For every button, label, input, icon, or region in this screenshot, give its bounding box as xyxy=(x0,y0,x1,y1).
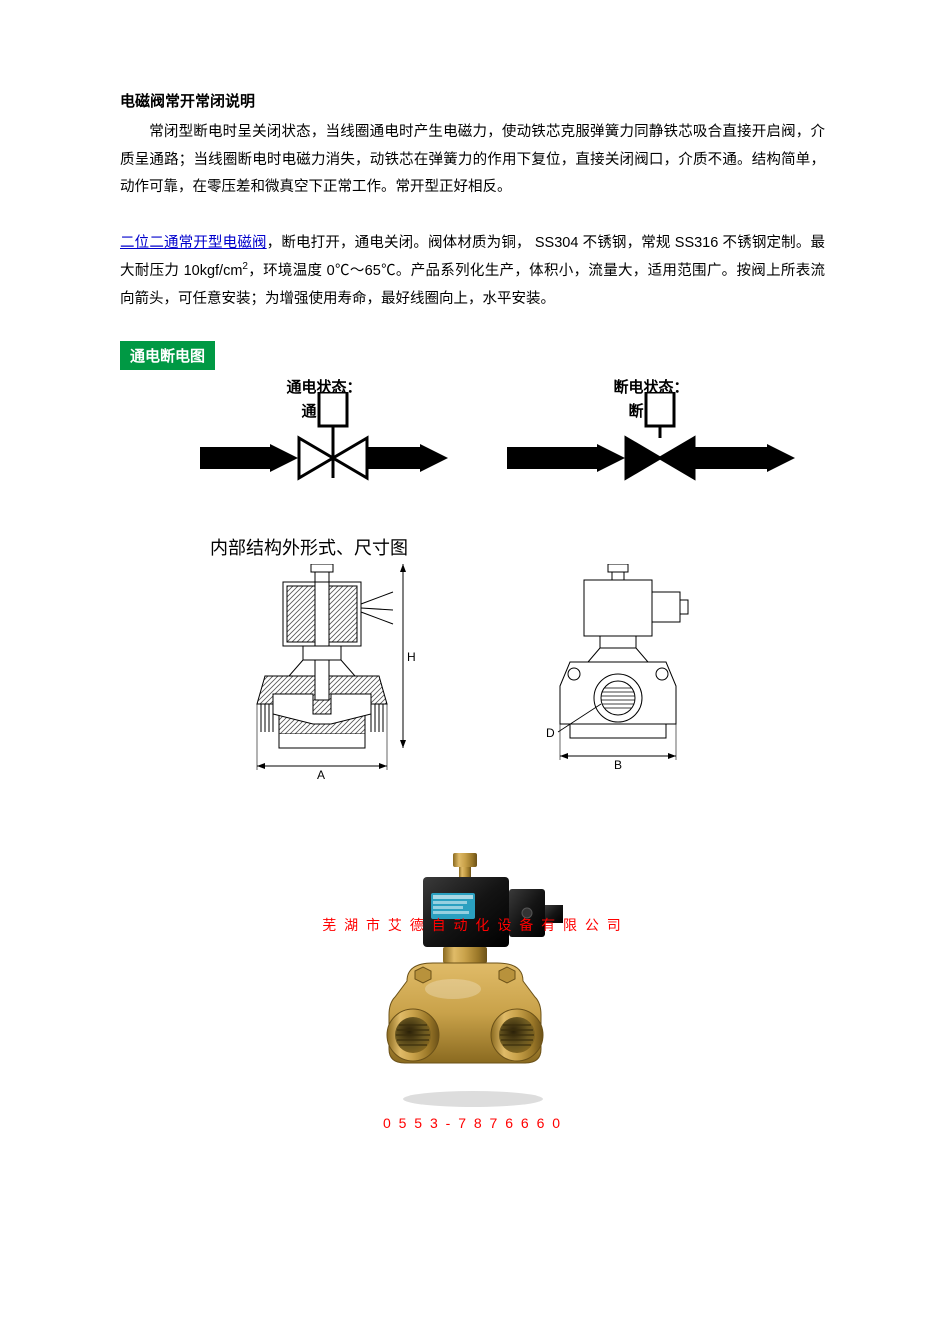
arrow-tail-icon xyxy=(507,447,597,469)
product-photo-block: 芜 湖 市 艾 德 自 动 化 设 备 有 限 公 司 0 5 5 3 - 7 … xyxy=(120,849,825,1131)
diagram-badge: 通电断电图 xyxy=(120,341,215,370)
dim-a-label: A xyxy=(317,768,325,782)
structure-outline: D B xyxy=(550,564,720,779)
dim-h-label: H xyxy=(407,650,416,664)
valve-symbol-closed xyxy=(200,432,448,484)
state-energized: 通电状态： 通电关 xyxy=(200,376,448,484)
valve-symbol-open xyxy=(507,432,795,484)
arrow-tail-icon xyxy=(695,447,767,469)
phone-number: 0 5 5 3 - 7 8 7 6 6 6 0 xyxy=(383,1115,562,1131)
structure-row: H A xyxy=(120,564,825,779)
structure-cross-section: H A xyxy=(225,564,420,779)
arrow-head-icon xyxy=(597,444,625,472)
watermark-text: 芜 湖 市 艾 德 自 动 化 设 备 有 限 公 司 xyxy=(303,915,643,935)
structure-title: 内部结构外形式、尺寸图 xyxy=(210,534,825,560)
state-deenergized: 断电状态： 断电开 xyxy=(507,376,795,484)
dim-b-label: B xyxy=(614,758,622,772)
arrow-tail-icon xyxy=(200,447,270,469)
arrow-head-icon xyxy=(270,444,298,472)
state-diagram-row: 通电状态： 通电关 xyxy=(120,376,825,484)
document-title: 电磁阀常开常闭说明 xyxy=(120,90,825,111)
arrow-tail-icon xyxy=(368,447,420,469)
arrow-head-icon xyxy=(767,444,795,472)
section2-paragraph: 二位二通常开型电磁阀，断电打开，通电关闭。阀体材质为铜， SS304 不锈钢，常… xyxy=(120,230,825,313)
arrow-head-icon xyxy=(420,444,448,472)
product-link[interactable]: 二位二通常开型电磁阀 xyxy=(120,235,267,251)
intro-text: 常闭型断电时呈关闭状态，当线圈通电时产生电磁力，使动铁芯克服弹簧力同静铁芯吸合直… xyxy=(120,124,825,195)
dim-d-label: D xyxy=(546,726,555,740)
state-diagram-block: 通电断电图 通电状态： 通电关 xyxy=(120,341,825,484)
solenoid-valve-photo: 芜 湖 市 艾 德 自 动 化 设 备 有 限 公 司 xyxy=(363,849,583,1109)
document-page: 电磁阀常开常闭说明 常闭型断电时呈关闭状态，当线圈通电时产生电磁力，使动铁芯克服… xyxy=(0,0,945,1191)
intro-paragraph: 常闭型断电时呈关闭状态，当线圈通电时产生电磁力，使动铁芯克服弹簧力同静铁芯吸合直… xyxy=(120,119,825,202)
valve-bowtie-open-icon xyxy=(624,432,696,484)
valve-bowtie-closed-icon xyxy=(297,432,369,484)
